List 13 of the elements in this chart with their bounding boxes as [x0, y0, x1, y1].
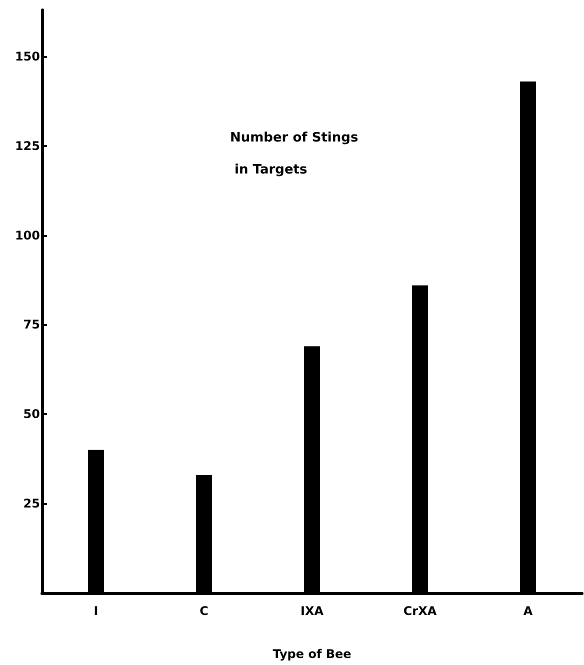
x-tick-label: IXA — [300, 604, 324, 618]
x-axis-title: Type of Bee — [272, 647, 352, 661]
y-tick-label: 50 — [23, 407, 40, 422]
x-tick-label: I — [94, 604, 98, 618]
y-tick-label: 25 — [23, 496, 40, 511]
y-tick-label: 100 — [14, 228, 40, 242]
x-tick-label: A — [523, 604, 534, 618]
y-tick-label: 125 — [14, 138, 40, 153]
text: Number of Stings in Targets — [230, 130, 358, 178]
x-tick-label: C — [200, 604, 209, 618]
y-tick-label: 75 — [23, 318, 40, 332]
y-tick-label: 150 — [14, 49, 40, 64]
x-tick-label: CrXA — [403, 604, 438, 618]
